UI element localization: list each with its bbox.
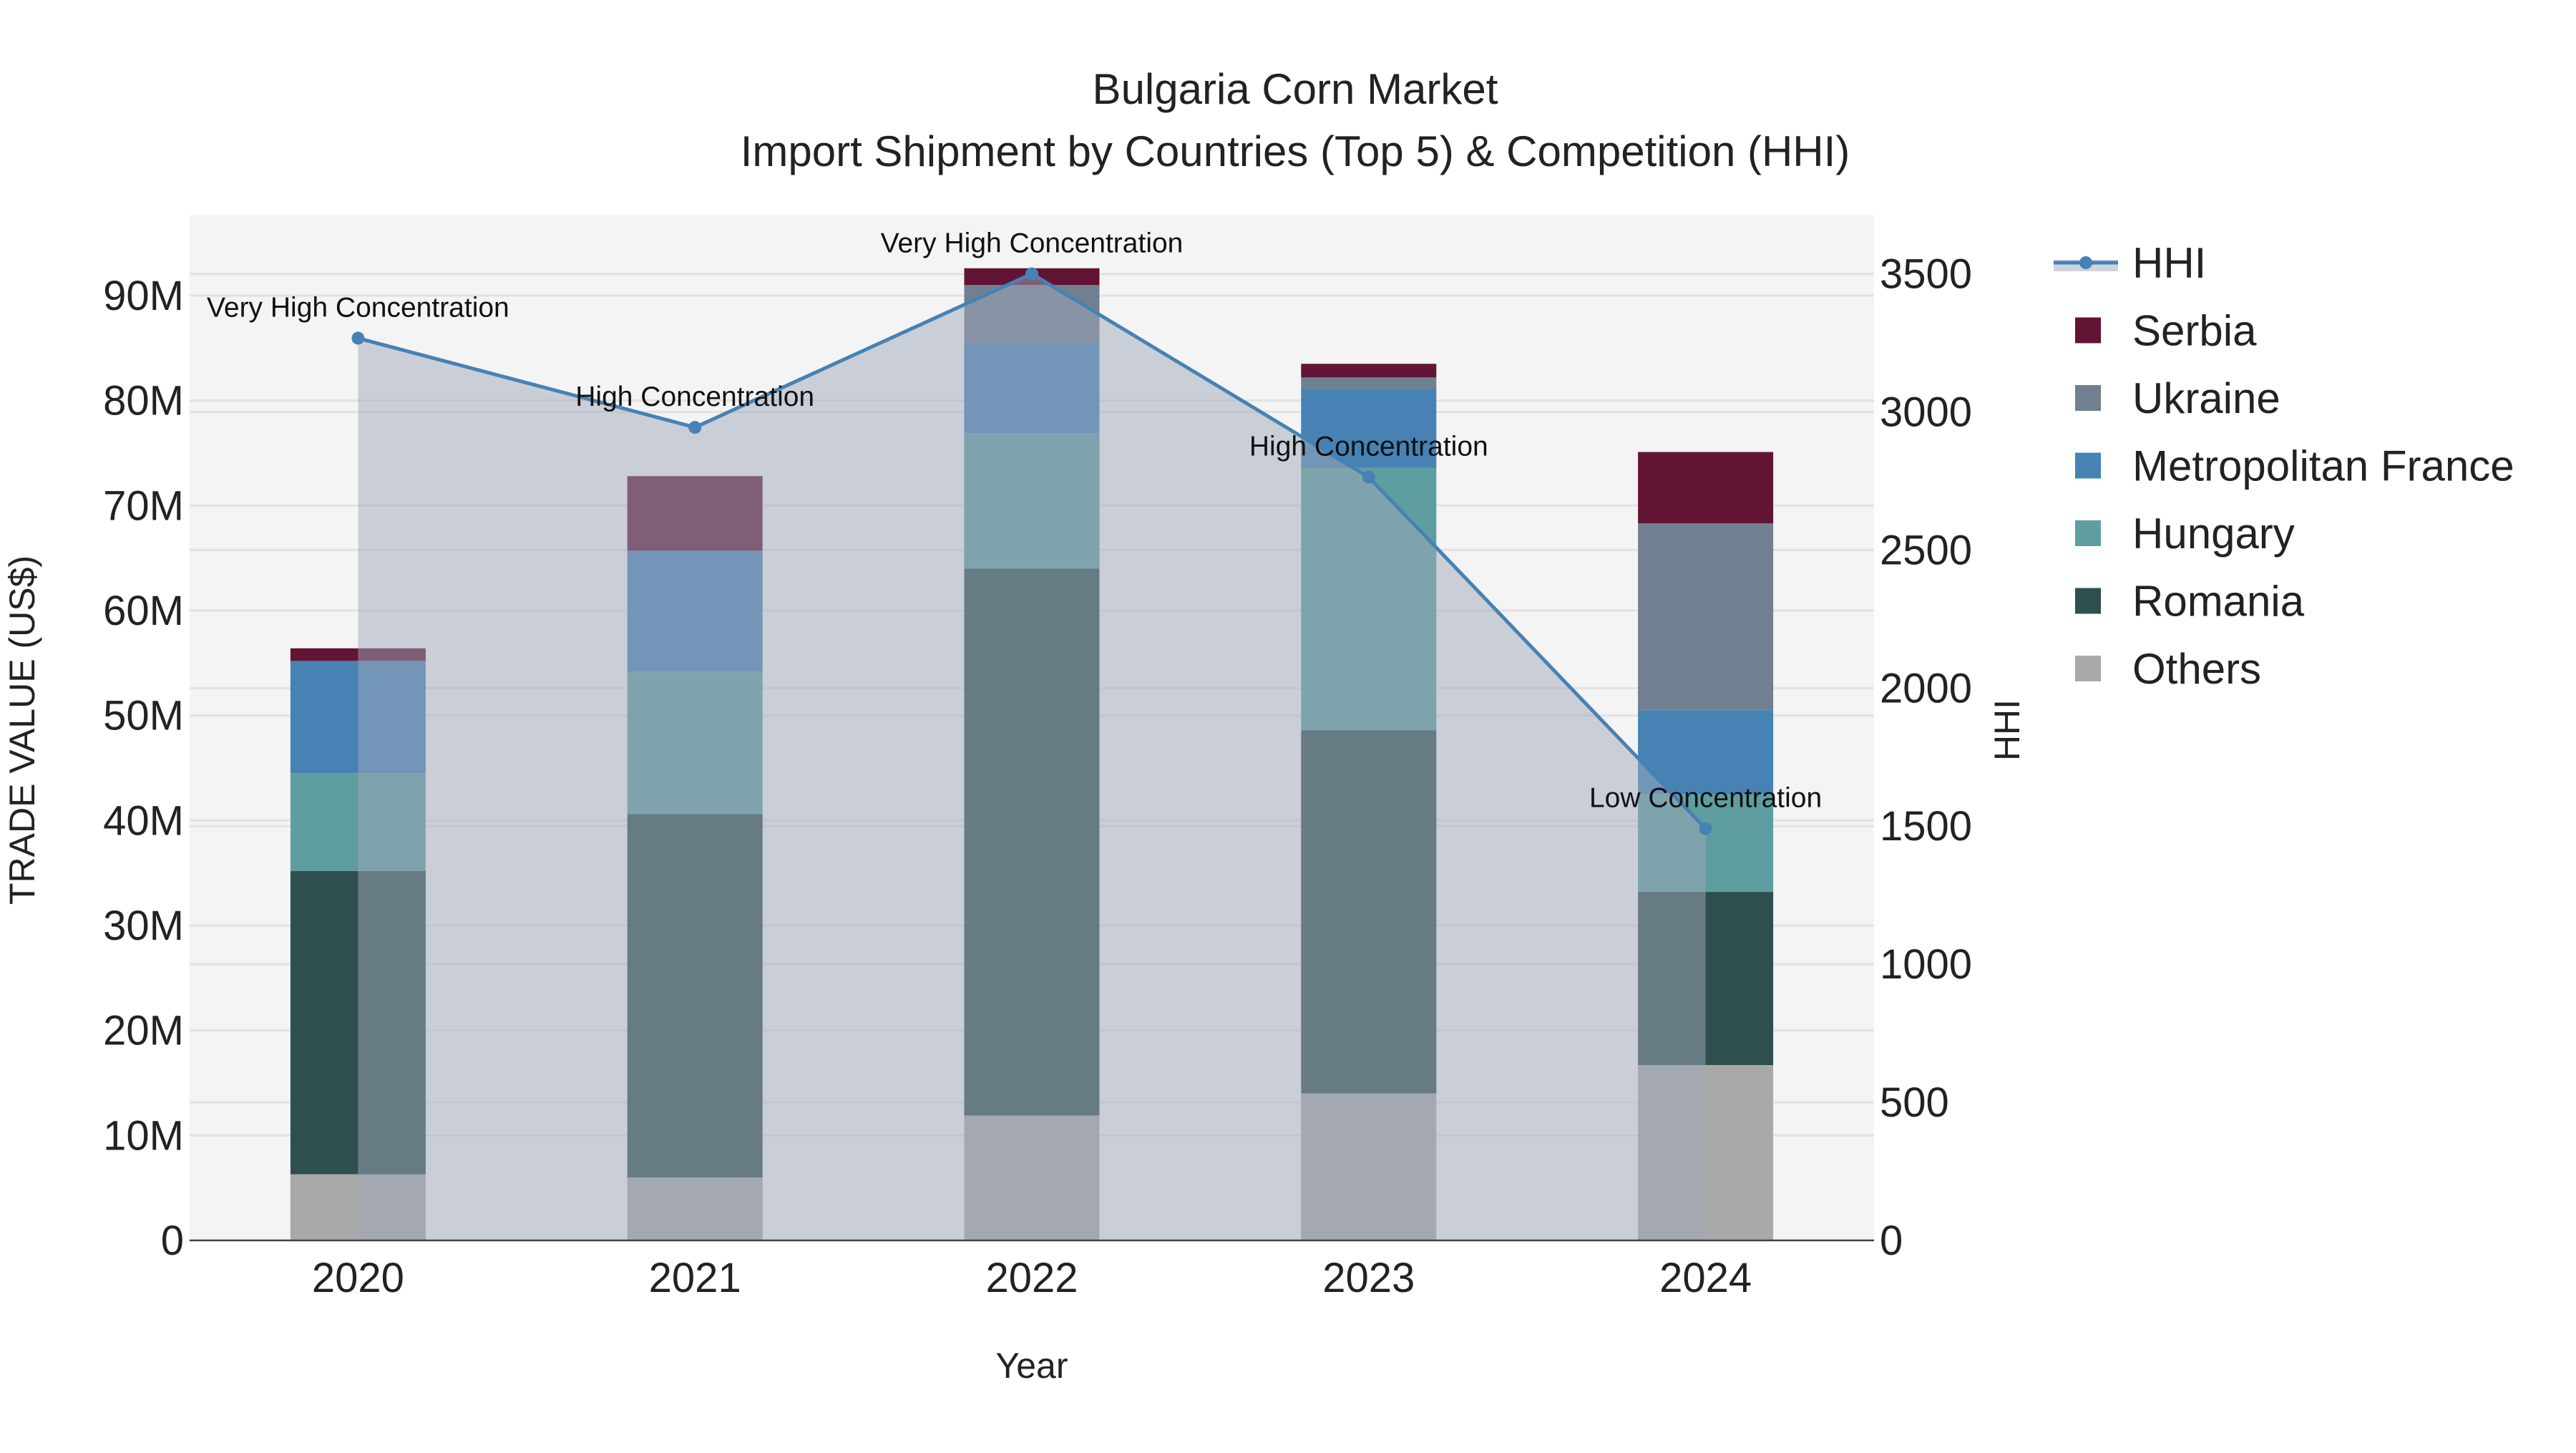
legend-swatch (2075, 588, 2101, 614)
bar-serbia (1301, 364, 1437, 378)
y2-axis-ticks: 0 500 1000 1500 2000 2500 3000 3500 (1880, 251, 1972, 1264)
y2-tick-label: 2000 (1880, 665, 1972, 711)
y2-tick-label: 2500 (1880, 527, 1972, 573)
y2-tick-label: 1000 (1880, 941, 1972, 988)
legend-swatch-hhi-marker (2079, 256, 2092, 269)
legend-swatch (2075, 385, 2101, 411)
hhi-area (358, 273, 1706, 1240)
bar-serbia (1638, 452, 1774, 524)
y-tick-label: 60M (103, 588, 184, 634)
hhi-annotation: High Concentration (575, 382, 814, 412)
bar-ukraine (1301, 377, 1437, 389)
y-tick-label: 70M (103, 482, 184, 529)
x-tick-label: 2024 (1659, 1255, 1752, 1301)
x-tick-label: 2021 (649, 1255, 741, 1301)
x-axis-title: Year (995, 1346, 1068, 1386)
legend-label: Romania (2132, 578, 2305, 626)
x-tick-label: 2020 (312, 1255, 404, 1301)
hhi-point (1699, 822, 1712, 835)
y-tick-label: 0 (161, 1218, 184, 1264)
legend-label: Metropolitan France (2132, 442, 2514, 490)
chart-subtitle: Import Shipment by Countries (Top 5) & C… (741, 127, 1850, 175)
y-tick-label: 80M (103, 378, 184, 424)
legend-swatch (2075, 317, 2101, 344)
y2-tick-label: 500 (1880, 1079, 1949, 1126)
legend-label: Others (2132, 645, 2261, 693)
x-axis-ticks: 2020 2021 2022 2023 2024 (312, 1255, 1752, 1301)
legend: HHI Serbia Ukraine Metropolitan France Hunga… (2054, 239, 2514, 693)
x-tick-label: 2022 (985, 1255, 1078, 1301)
hhi-annotation: Low Concentration (1589, 783, 1822, 814)
legend-label: Hungary (2132, 510, 2295, 558)
y2-tick-label: 3500 (1880, 251, 1972, 298)
y-tick-label: 10M (103, 1112, 184, 1159)
chart-title: Bulgaria Corn Market (1093, 65, 1498, 113)
hhi-series: Very High Concentration High Concentratio… (207, 228, 1822, 1240)
bar-ukraine (1638, 523, 1774, 711)
y2-tick-label: 0 (1880, 1218, 1903, 1264)
legend-label: Serbia (2132, 307, 2257, 355)
y-tick-label: 40M (103, 797, 184, 844)
y2-axis-title: HHI (1987, 699, 2027, 761)
y-axis-ticks: 0 10M 20M 30M 40M 50M 60M 70M 80M 90M (103, 273, 184, 1264)
hhi-annotation: Very High Concentration (881, 228, 1184, 259)
legend-swatch (2075, 520, 2101, 546)
x-tick-label: 2023 (1322, 1255, 1415, 1301)
y-tick-label: 90M (103, 273, 184, 319)
hhi-point (688, 421, 702, 434)
y-axis-title: TRADE VALUE (US$) (2, 555, 42, 905)
y-tick-label: 30M (103, 903, 184, 949)
hhi-annotation: High Concentration (1249, 432, 1488, 462)
legend-label: HHI (2132, 239, 2206, 287)
y2-tick-label: 1500 (1880, 803, 1972, 850)
y2-tick-label: 3000 (1880, 389, 1972, 435)
hhi-point (351, 331, 365, 345)
legend-swatch (2075, 452, 2101, 479)
legend-label: Ukraine (2132, 374, 2280, 422)
hhi-point (1362, 470, 1375, 484)
hhi-annotation: Very High Concentration (207, 292, 509, 323)
hhi-point (1025, 267, 1038, 281)
y-tick-label: 50M (103, 693, 184, 739)
y-tick-label: 20M (103, 1008, 184, 1054)
legend-swatch (2075, 656, 2101, 681)
